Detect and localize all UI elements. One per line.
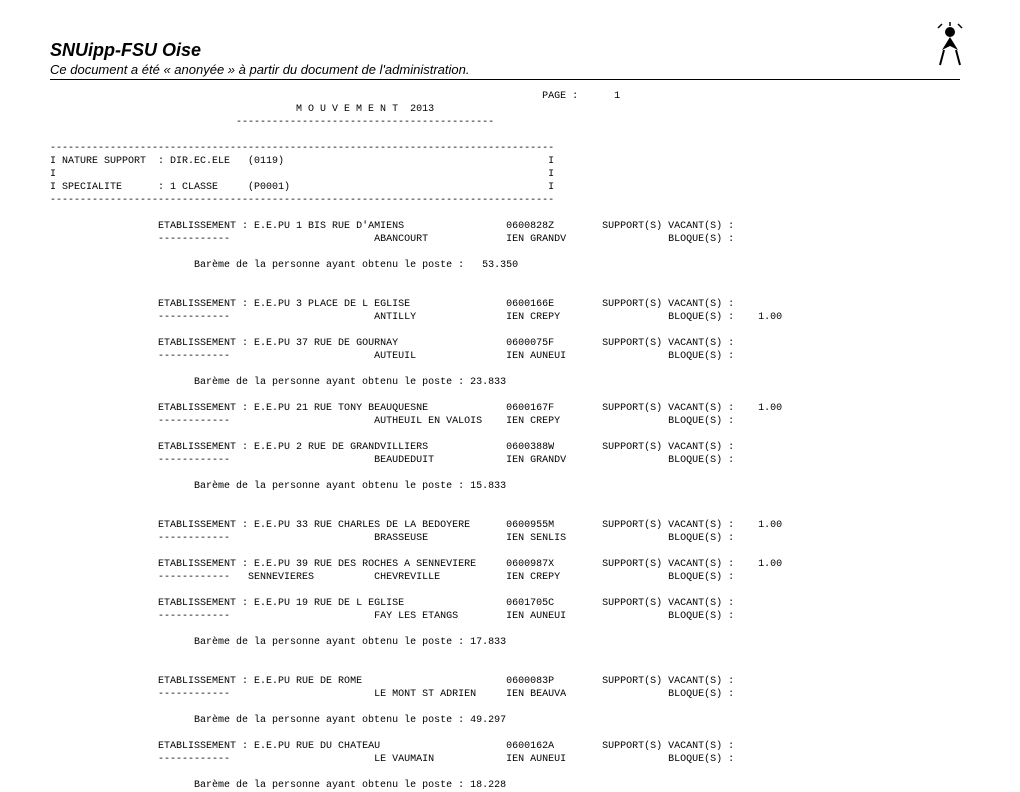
etablissement-row: ------------ ABANCOURT IEN GRANDV BLOQUE… — [158, 234, 734, 245]
etablissement-row: ETABLISSEMENT : E.E.PU 39 RUE DES ROCHES… — [158, 559, 782, 570]
document-header: SNUipp-FSU Oise Ce document a été « anon… — [0, 0, 1020, 80]
etablissement-row: ETABLISSEMENT : E.E.PU 1 BIS RUE D'AMIEN… — [158, 221, 734, 232]
etablissement-row: ETABLISSEMENT : E.E.PU 33 RUE CHARLES DE… — [158, 520, 782, 531]
page-indicator: PAGE : 1 — [50, 91, 620, 102]
etablissement-row: ------------ AUTEUIL IEN AUNEUI BLOQUE(S… — [158, 351, 734, 362]
bareme-line: Barème de la personne ayant obtenu le po… — [194, 260, 518, 271]
org-title: SNUipp-FSU Oise — [50, 40, 970, 61]
separator: ----------------------------------------… — [50, 195, 554, 206]
etablissement-row: ETABLISSEMENT : E.E.PU RUE DE ROME 06000… — [158, 676, 734, 687]
etablissement-row: ETABLISSEMENT : E.E.PU RUE DU CHATEAU 06… — [158, 741, 734, 752]
etablissement-row: ------------ BRASSEUSE IEN SENLIS BLOQUE… — [158, 533, 734, 544]
etablissement-row: ------------ LE MONT ST ADRIEN IEN BEAUV… — [158, 689, 734, 700]
etablissement-row: ------------ LE VAUMAIN IEN AUNEUI BLOQU… — [158, 754, 734, 765]
etablissement-row: ETABLISSEMENT : E.E.PU 2 RUE DE GRANDVIL… — [158, 442, 734, 453]
mouvement-title: M O U V E M E N T 2013 — [50, 104, 434, 115]
anonymized-note: Ce document a été « anonyée » à partir d… — [50, 62, 960, 80]
etablissement-row: ETABLISSEMENT : E.E.PU 3 PLACE DE L EGLI… — [158, 299, 734, 310]
etablissement-row: ETABLISSEMENT : E.E.PU 19 RUE DE L EGLIS… — [158, 598, 734, 609]
nature-support: I NATURE SUPPORT : DIR.EC.ELE (0119) I — [50, 156, 554, 167]
etablissement-row: ETABLISSEMENT : E.E.PU 21 RUE TONY BEAUQ… — [158, 403, 782, 414]
document-body: PAGE : 1 M O U V E M E N T 2013 --------… — [0, 80, 1020, 792]
etablissement-row: ------------ FAY LES ETANGS IEN AUNEUI B… — [158, 611, 734, 622]
bareme-line: Barème de la personne ayant obtenu le po… — [194, 780, 506, 791]
etablissement-row: ------------ AUTHEUIL EN VALOIS IEN CREP… — [158, 416, 734, 427]
bareme-line: Barème de la personne ayant obtenu le po… — [194, 377, 506, 388]
bareme-line: Barème de la personne ayant obtenu le po… — [194, 715, 506, 726]
specialite: I SPECIALITE : 1 CLASSE (P0001) I — [50, 182, 554, 193]
etablissement-row: ETABLISSEMENT : E.E.PU 37 RUE DE GOURNAY… — [158, 338, 734, 349]
bareme-line: Barème de la personne ayant obtenu le po… — [194, 637, 506, 648]
etablissement-row: ------------ SENNEVIERES CHEVREVILLE IEN… — [158, 572, 734, 583]
etablissement-row: ------------ ANTILLY IEN CREPY BLOQUE(S)… — [158, 312, 782, 323]
bareme-line: Barème de la personne ayant obtenu le po… — [194, 481, 506, 492]
etablissement-row: ------------ BEAUDEDUIT IEN GRANDV BLOQU… — [158, 455, 734, 466]
logo — [930, 20, 970, 70]
separator: ----------------------------------------… — [50, 143, 554, 154]
